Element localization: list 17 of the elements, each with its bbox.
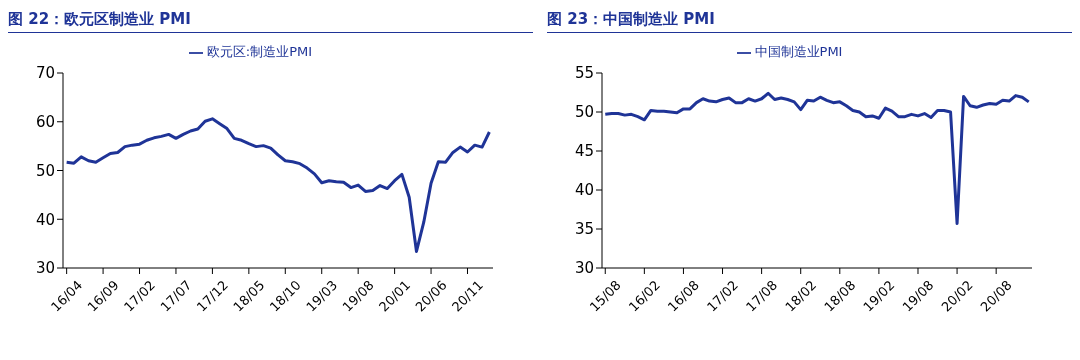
y-tick-label: 45 xyxy=(574,142,594,161)
legend-label: 欧元区:制造业PMI xyxy=(206,44,313,59)
y-tick-label: 30 xyxy=(35,259,55,278)
y-tick-label: 30 xyxy=(574,259,594,278)
legend-label: 中国制造业PMI xyxy=(754,44,843,59)
y-tick-label: 55 xyxy=(574,64,594,83)
y-tick-label: 40 xyxy=(574,181,594,200)
y-tick-label: 50 xyxy=(35,161,55,180)
y-tick-label: 60 xyxy=(35,113,55,132)
line-series xyxy=(603,91,1031,226)
chart-title: 图 23：中国制造业 PMI xyxy=(547,8,1072,33)
chart-title: 图 22：欧元区制造业 PMI xyxy=(8,8,533,33)
y-tick-label: 50 xyxy=(574,103,594,122)
y-tick-label: 40 xyxy=(35,210,55,229)
y-tick-label: 35 xyxy=(574,220,594,239)
line-series xyxy=(65,117,491,253)
y-tick-label: 70 xyxy=(35,64,55,83)
